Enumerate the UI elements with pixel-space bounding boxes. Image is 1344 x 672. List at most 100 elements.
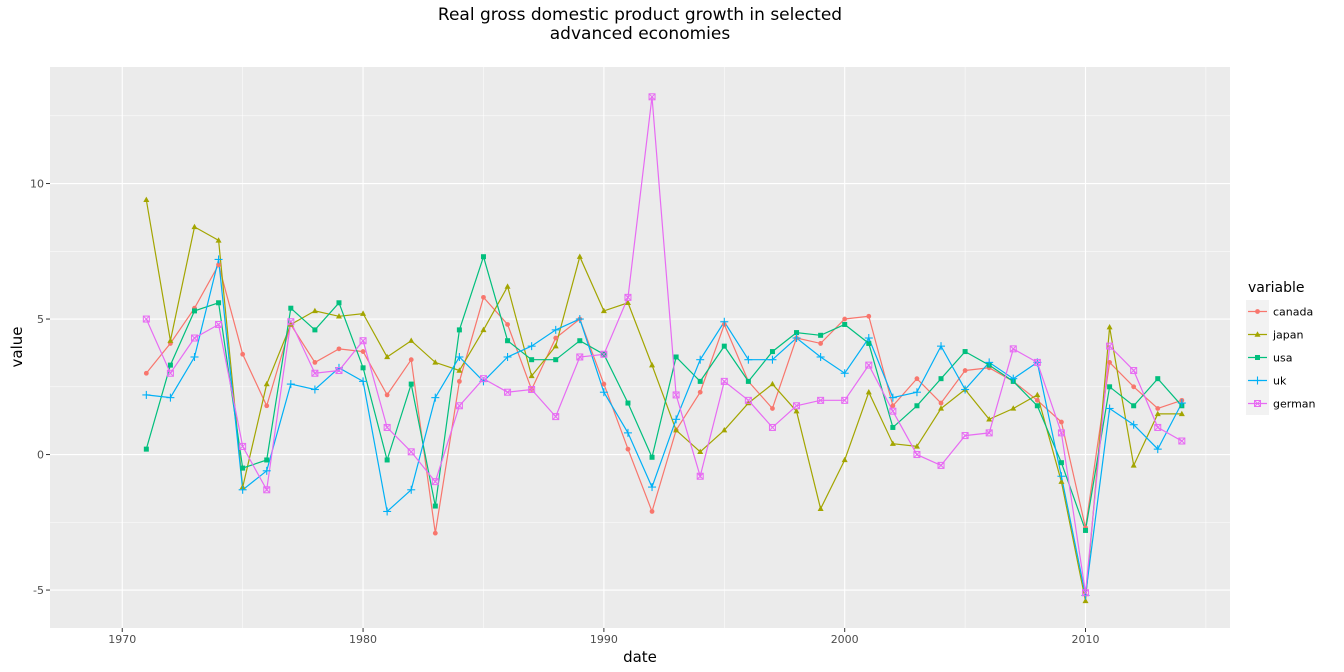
data-point-german: [793, 402, 801, 410]
data-point-japan: [938, 405, 945, 411]
data-point-canada: [505, 322, 510, 327]
data-point-german: [239, 442, 247, 450]
data-point-japan: [335, 313, 342, 319]
data-point-japan: [432, 359, 439, 365]
series-points: [142, 93, 1186, 604]
data-point-usa: [673, 354, 679, 360]
data-point-uk: [696, 355, 705, 364]
panel-background: [50, 67, 1230, 628]
data-point-uk: [1009, 374, 1018, 383]
data-point-uk: [359, 377, 368, 386]
data-point-japan: [1106, 323, 1113, 330]
data-point-german: [937, 461, 945, 469]
data-point-japan: [167, 337, 174, 343]
data-point-japan: [1154, 410, 1161, 417]
data-point-german: [696, 472, 704, 480]
data-point-uk: [575, 315, 584, 324]
data-point-japan: [841, 456, 848, 463]
data-point-usa: [721, 343, 727, 349]
data-point-usa: [625, 400, 631, 406]
data-point-german: [1106, 342, 1114, 350]
x-tick-label: 2000: [831, 633, 859, 646]
plot-panel: [50, 67, 1230, 628]
data-point-japan: [504, 283, 511, 289]
data-point-uk: [888, 393, 897, 402]
data-point-german: [190, 334, 198, 342]
y-tick-label: 0: [37, 449, 44, 462]
data-point-german: [142, 315, 150, 323]
data-point-japan: [913, 443, 920, 449]
data-point-uk: [912, 388, 921, 397]
data-point-japan: [697, 448, 704, 455]
data-point-usa: [1131, 403, 1137, 409]
data-point-uk: [407, 485, 416, 494]
data-point-german: [166, 369, 174, 377]
data-point-usa: [938, 376, 944, 382]
data-point-japan: [552, 342, 559, 349]
legend-key-marker-japan: [1254, 331, 1261, 337]
data-point-usa: [914, 403, 920, 409]
data-point-uk: [142, 390, 151, 399]
data-point-uk: [1129, 420, 1138, 429]
data-point-usa: [866, 340, 872, 346]
data-point-german: [1130, 367, 1138, 375]
data-point-usa: [191, 308, 197, 314]
data-point-japan: [1178, 410, 1185, 417]
data-point-usa: [1034, 403, 1040, 409]
data-point-uk: [455, 352, 464, 361]
data-point-usa: [264, 457, 270, 463]
data-point-german: [1009, 345, 1017, 353]
data-point-canada: [625, 446, 631, 452]
data-point-usa: [769, 349, 775, 355]
data-point-japan: [528, 372, 535, 379]
data-point-japan: [865, 389, 872, 395]
data-point-usa: [456, 327, 462, 333]
data-point-canada: [384, 392, 390, 398]
legend-title: variable: [1248, 280, 1304, 296]
legend-label-uk: uk: [1273, 375, 1287, 388]
data-point-canada: [216, 262, 221, 268]
data-point-canada: [1107, 360, 1112, 365]
data-point-usa: [143, 446, 149, 452]
data-point-german: [744, 396, 752, 404]
data-point-uk: [262, 466, 271, 475]
data-point-canada: [1155, 406, 1161, 411]
data-point-uk: [768, 355, 777, 364]
data-point-canada: [1034, 397, 1040, 403]
chart-title-line-1: Real gross domestic product growth in se…: [438, 5, 842, 25]
data-point-german: [383, 423, 391, 431]
data-point-usa: [216, 300, 222, 306]
data-point-japan: [1058, 478, 1065, 484]
data-point-japan: [817, 505, 824, 511]
legend-key-marker-uk: [1253, 376, 1262, 385]
data-point-canada: [770, 406, 775, 411]
data-point-uk: [720, 317, 729, 326]
data-point-canada: [938, 400, 944, 406]
legend-label-japan: japan: [1272, 329, 1304, 342]
data-point-german: [985, 429, 993, 437]
data-point-german: [528, 386, 536, 394]
series-line-uk: [146, 259, 1183, 596]
data-point-uk: [431, 393, 440, 402]
data-point-japan: [624, 299, 631, 305]
data-point-uk: [1057, 472, 1066, 481]
data-point-usa: [842, 321, 848, 327]
data-point-german: [768, 423, 776, 431]
data-point-usa: [312, 327, 318, 333]
legend: variable canada japan usa uk german: [1246, 280, 1316, 415]
data-point-german: [889, 407, 897, 415]
data-point-uk: [961, 385, 970, 394]
data-point-canada: [890, 403, 896, 409]
y-tick-label: 10: [30, 178, 44, 191]
data-point-japan: [191, 223, 198, 230]
data-point-usa: [697, 378, 703, 384]
data-point-uk: [985, 358, 994, 367]
data-point-usa: [1107, 384, 1113, 390]
data-point-japan: [311, 307, 318, 314]
legend-key-marker-german: [1254, 400, 1261, 407]
data-point-usa: [505, 338, 511, 344]
data-point-canada: [432, 530, 438, 536]
data-point-canada: [962, 368, 968, 373]
